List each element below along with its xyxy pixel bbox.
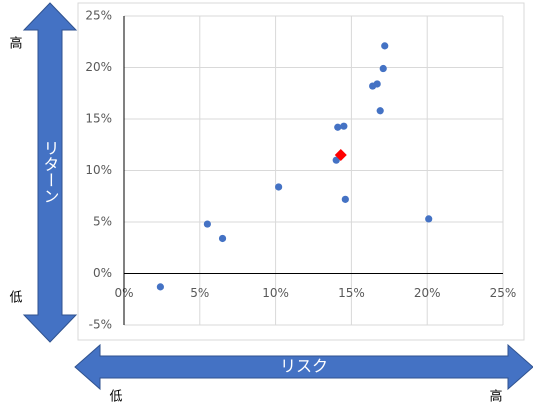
marker	[381, 42, 389, 50]
x-arrow-label: リスク	[280, 357, 328, 376]
y-arrow	[22, 2, 78, 343]
x-low-label: 低	[109, 390, 122, 405]
x-tick-label: 25%	[490, 286, 517, 300]
marker	[341, 195, 349, 203]
marker	[332, 156, 340, 164]
marker	[203, 220, 211, 228]
marker	[156, 283, 164, 291]
y-tick-label: 5%	[93, 215, 112, 229]
y-tick-label: 15%	[85, 112, 112, 126]
marker	[425, 215, 433, 223]
marker	[340, 122, 348, 130]
y-tick-label: 20%	[85, 60, 112, 74]
marker	[379, 64, 387, 73]
marker	[334, 123, 342, 131]
marker	[373, 80, 381, 88]
y-tick-label: 10%	[85, 163, 112, 177]
marker	[275, 183, 283, 191]
x-tick-label: 5%	[190, 286, 209, 300]
y-arrow-label: リターン	[41, 140, 60, 204]
marker	[218, 234, 227, 243]
marker-diamond	[334, 149, 347, 162]
y-low-label: 低	[9, 291, 22, 306]
x-tick-label: 15%	[338, 286, 365, 300]
y-tick-label: 0%	[93, 266, 112, 280]
chart-frame	[77, 2, 525, 341]
y-tick-label: -5%	[89, 318, 112, 332]
y-high-label: 高	[9, 36, 22, 52]
x-high-label: 高	[489, 389, 502, 405]
x-tick-label: 10%	[262, 286, 289, 300]
x-tick-label: 20%	[414, 286, 441, 300]
marker	[376, 107, 384, 115]
x-arrow	[74, 343, 533, 391]
y-tick-label: 25%	[85, 9, 112, 23]
